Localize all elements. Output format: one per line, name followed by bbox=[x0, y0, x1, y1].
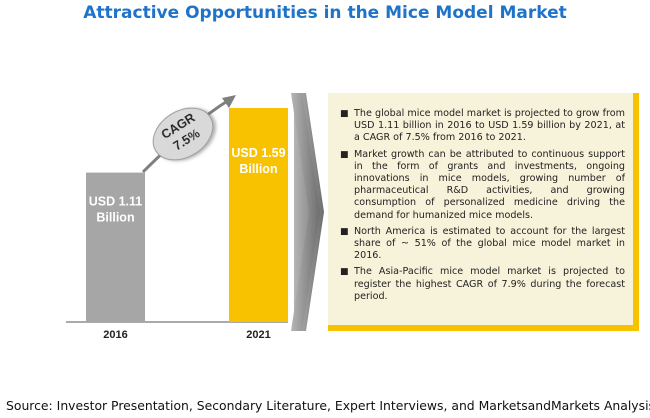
source-note: Source: Investor Presentation, Secondary… bbox=[6, 398, 650, 413]
bar-2021 bbox=[229, 107, 288, 323]
insight-item: ■ The global mice model market is project… bbox=[340, 108, 625, 145]
bar-value-label: Billion bbox=[239, 162, 277, 176]
bullet-icon: ■ bbox=[340, 226, 349, 237]
bar-value-label: USD 1.11 bbox=[89, 195, 143, 209]
insight-text: North America is estimated to account fo… bbox=[354, 225, 625, 262]
bar-value-label: USD 1.59 bbox=[231, 146, 285, 160]
x-tick-label: 2016 bbox=[103, 329, 127, 341]
insight-item: ■ North America is estimated to account f… bbox=[340, 225, 625, 263]
arrow-head-icon bbox=[222, 95, 236, 108]
bar-value-label: Billion bbox=[96, 211, 134, 225]
bullet-icon: ■ bbox=[340, 109, 349, 119]
insight-item: ■ Market growth can be attributed to cont… bbox=[340, 148, 625, 222]
insight-text: Market growth can be attributed to conti… bbox=[354, 148, 625, 221]
bullet-icon: ■ bbox=[340, 149, 349, 160]
bullet-icon: ■ bbox=[340, 267, 349, 278]
chart-title: Attractive Opportunities in the Mice Mod… bbox=[83, 3, 567, 23]
insights-panel: ■ The global mice model market is project… bbox=[328, 93, 639, 331]
insight-text: The Asia-Pacific mice model market is pr… bbox=[354, 266, 625, 302]
bar-2016 bbox=[86, 172, 145, 322]
x-tick-label: 2021 bbox=[246, 329, 270, 341]
insight-text: The global mice model market is projecte… bbox=[354, 108, 625, 144]
cagr-bubble bbox=[152, 107, 214, 161]
insights-list: ■ The global mice model market is project… bbox=[328, 93, 633, 303]
insight-item: ■ The Asia-Pacific mice model market is p… bbox=[340, 266, 625, 303]
